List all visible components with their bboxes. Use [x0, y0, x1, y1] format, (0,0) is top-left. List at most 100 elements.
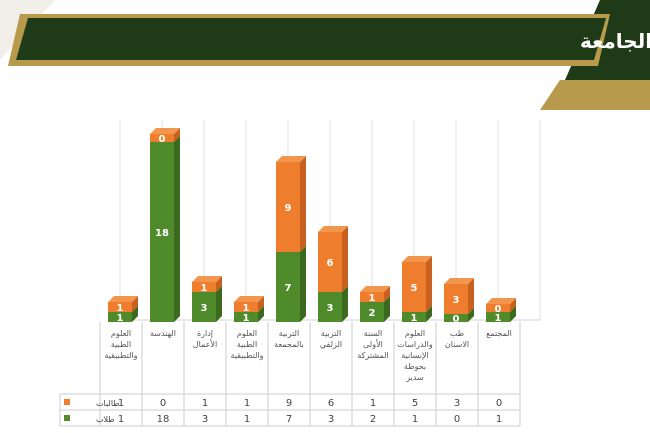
bar-female-label: 1 [201, 283, 208, 294]
tick-label: العلوم [237, 329, 257, 338]
table-value: 1 [118, 398, 124, 409]
bar-female-front [150, 134, 174, 142]
bar-female-top [108, 296, 138, 302]
table-value: 7 [286, 414, 292, 425]
bar-male-label: 2 [369, 308, 376, 319]
legend-label: طالبات [96, 399, 120, 408]
tick-label: طب [450, 329, 464, 338]
bar-female-label: 9 [285, 203, 292, 214]
bar-female-top [402, 256, 432, 262]
bar-female-top [276, 156, 306, 162]
bar-male-side [174, 136, 180, 322]
tick-label: السنة [364, 329, 383, 338]
bar-male-front [150, 142, 174, 322]
tick-label: إدارة [197, 329, 213, 339]
bar-male-front [234, 312, 258, 322]
bar-female-side [510, 298, 516, 312]
tick-label: سدير [405, 373, 424, 382]
bar-female-top [234, 296, 264, 302]
table-value: 1 [244, 414, 250, 425]
bar-female-front [192, 282, 216, 292]
bar-female-label: 1 [369, 293, 376, 304]
tick-label: والتطبيقية [104, 351, 137, 360]
bar-female: 0 [150, 128, 180, 145]
table-value: 3 [454, 398, 460, 409]
chart-title: توزيع الفائزين (طلاب وطالبات) وفقا لكليا… [580, 29, 650, 53]
table-value: 0 [496, 398, 502, 409]
tick-label: الأولى [363, 339, 383, 349]
tick-label: المجتمع [486, 329, 512, 338]
bar-female: 9 [276, 156, 306, 252]
bar-male: 7 [276, 246, 306, 322]
bar-male-front [360, 302, 384, 322]
title-banner [16, 18, 606, 60]
data-table: العلوم الطبية والتطبيقية الهندسة إدارةالأعما… [59, 322, 521, 427]
bar-female-side [258, 296, 264, 312]
bar-male-front [192, 292, 216, 322]
bar-female-top [318, 226, 348, 232]
bar-female-side [384, 286, 390, 302]
bar-female-side [300, 156, 306, 252]
bar-female-side [216, 276, 222, 292]
bar-female-top [444, 278, 474, 284]
bar-male-label: 1 [495, 313, 502, 324]
table-value: 0 [454, 414, 460, 425]
bar-female: 1 [108, 296, 138, 314]
bar-female-top [486, 298, 516, 304]
bar-female-label: 0 [159, 134, 166, 145]
tick-label: والدراسات [397, 340, 433, 349]
legend-swatch [64, 399, 70, 405]
bar-female-front [360, 292, 384, 302]
tick-label: التربية [279, 329, 299, 338]
bar-female-label: 5 [411, 283, 418, 294]
bar-male-label: 1 [243, 313, 250, 324]
bg-stripe-right-gold [540, 80, 650, 110]
tick-label: الطبية [111, 340, 131, 349]
table-value: 1 [370, 398, 376, 409]
tick-label: العلوم [111, 329, 131, 338]
bar-female-front [318, 232, 342, 292]
tick-label: الطبية [237, 340, 257, 349]
bar-female-front [444, 284, 468, 314]
tick-label: الأعمال [193, 339, 217, 349]
bar-female-top [192, 276, 222, 282]
bar-female-front [402, 262, 426, 312]
bar-male-label: 18 [155, 228, 169, 239]
bar-female-side [174, 128, 180, 142]
tick-label: الزلفي [320, 340, 342, 349]
tick-label: الاسنان [445, 340, 469, 349]
legend-label: طلاب [96, 415, 115, 424]
bar-male-side [510, 306, 516, 322]
bar-male-label: 1 [411, 313, 418, 324]
table-value: 5 [412, 398, 418, 409]
bar-female-label: 0 [495, 304, 502, 315]
bar-female-top [150, 128, 180, 134]
bar-male-side [300, 246, 306, 322]
bar-male-label: 3 [201, 303, 208, 314]
bar-female: 1 [360, 286, 390, 304]
table-value: 1 [496, 414, 502, 425]
tick-label: الإنسانية [401, 351, 429, 361]
bar-female-side [342, 226, 348, 292]
tick-label: العلوم [405, 329, 425, 338]
table-value: 3 [328, 414, 334, 425]
bar-female-front [486, 304, 510, 312]
bar-male-front [276, 252, 300, 322]
bar-male-label: 3 [327, 303, 334, 314]
bar-female: 1 [234, 296, 264, 314]
bar-male-side [216, 286, 222, 322]
tick-label: بحوطة [404, 362, 426, 371]
bar-male-label: 1 [117, 313, 124, 324]
table-value: 2 [370, 414, 376, 425]
bar-female-label: 1 [117, 303, 124, 314]
table-value: 1 [412, 414, 418, 425]
legend-swatch [64, 415, 70, 421]
bar-male-side [384, 296, 390, 322]
table-value: 9 [286, 398, 292, 409]
bar-female: 5 [402, 256, 432, 312]
bar-female-label: 1 [243, 303, 250, 314]
tick-label: الهندسة [150, 329, 176, 338]
bar-female: 3 [444, 278, 474, 314]
